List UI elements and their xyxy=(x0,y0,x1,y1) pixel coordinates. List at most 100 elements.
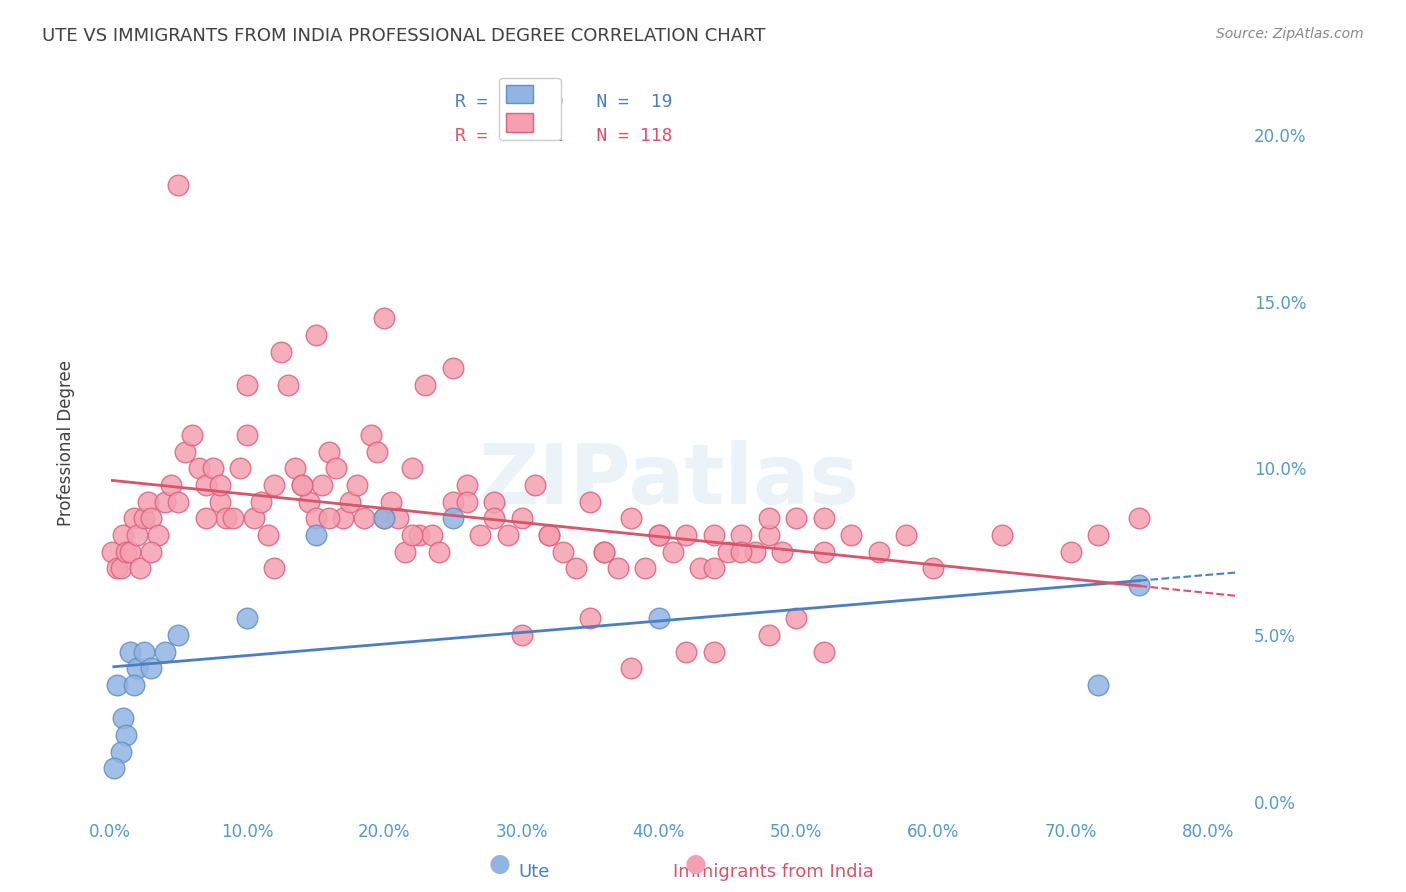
Text: UTE VS IMMIGRANTS FROM INDIA PROFESSIONAL DEGREE CORRELATION CHART: UTE VS IMMIGRANTS FROM INDIA PROFESSIONA… xyxy=(42,27,766,45)
Point xyxy=(291,478,314,492)
Point xyxy=(139,661,162,675)
Point xyxy=(167,178,190,193)
Point xyxy=(868,545,890,559)
Point xyxy=(249,495,271,509)
Point xyxy=(470,528,492,542)
Point xyxy=(1128,511,1150,525)
Point xyxy=(661,545,683,559)
Point xyxy=(785,611,807,625)
Point xyxy=(620,661,643,675)
Point xyxy=(675,528,697,542)
Point xyxy=(441,511,464,525)
Point xyxy=(270,344,292,359)
Point xyxy=(703,528,725,542)
Point xyxy=(208,478,231,492)
Point xyxy=(101,545,124,559)
Point xyxy=(291,478,314,492)
Point xyxy=(1128,578,1150,592)
Point xyxy=(304,328,326,343)
Point xyxy=(537,528,560,542)
Point xyxy=(593,545,616,559)
Point xyxy=(579,611,602,625)
Point xyxy=(456,495,478,509)
Point xyxy=(318,511,340,525)
Point xyxy=(606,561,628,575)
Point xyxy=(187,461,209,475)
Point xyxy=(456,478,478,492)
Point xyxy=(277,378,299,392)
Y-axis label: Professional Degree: Professional Degree xyxy=(58,360,75,526)
Text: R =  0.320   N =  19: R = 0.320 N = 19 xyxy=(454,94,672,112)
Point xyxy=(373,511,395,525)
Text: Source: ZipAtlas.com: Source: ZipAtlas.com xyxy=(1216,27,1364,41)
Point xyxy=(160,478,183,492)
Point xyxy=(689,561,711,575)
Point xyxy=(579,495,602,509)
Point xyxy=(758,528,780,542)
Point xyxy=(620,511,643,525)
Point xyxy=(136,495,159,509)
Point xyxy=(332,511,354,525)
Point xyxy=(353,511,375,525)
Point xyxy=(703,645,725,659)
Point xyxy=(236,428,259,442)
Point xyxy=(139,545,162,559)
Point xyxy=(256,528,278,542)
Point xyxy=(174,445,197,459)
Point xyxy=(146,528,169,542)
Point xyxy=(482,511,505,525)
Point xyxy=(813,511,835,525)
Point xyxy=(229,461,252,475)
Legend:  ,  : , xyxy=(499,78,561,140)
Point xyxy=(124,511,146,525)
Point xyxy=(1060,545,1083,559)
Point xyxy=(201,461,224,475)
Point xyxy=(167,628,190,642)
Point xyxy=(387,511,409,525)
Point xyxy=(427,545,450,559)
Point xyxy=(325,461,347,475)
Point xyxy=(785,511,807,525)
Text: Immigrants from India: Immigrants from India xyxy=(673,863,873,881)
Text: R =  0.152   N = 118: R = 0.152 N = 118 xyxy=(454,127,672,145)
Point xyxy=(304,528,326,542)
Point xyxy=(284,461,307,475)
Point xyxy=(208,495,231,509)
Point xyxy=(120,545,142,559)
Point xyxy=(373,511,395,525)
Point xyxy=(839,528,862,542)
Point xyxy=(243,511,266,525)
Point xyxy=(510,628,533,642)
Point xyxy=(813,645,835,659)
Point xyxy=(744,545,766,559)
Point xyxy=(304,511,326,525)
Point xyxy=(132,511,155,525)
Point xyxy=(127,661,149,675)
Point xyxy=(894,528,917,542)
Point xyxy=(110,745,132,759)
Point xyxy=(311,478,333,492)
Point xyxy=(181,428,204,442)
Point xyxy=(360,428,382,442)
Point xyxy=(675,645,697,659)
Text: ●: ● xyxy=(488,852,510,876)
Point xyxy=(298,495,321,509)
Point xyxy=(441,361,464,376)
Point xyxy=(105,678,128,692)
Point xyxy=(112,528,135,542)
Point xyxy=(103,762,125,776)
Point xyxy=(1087,678,1109,692)
Point xyxy=(441,495,464,509)
Text: Ute: Ute xyxy=(519,863,550,881)
Point xyxy=(634,561,657,575)
Point xyxy=(139,511,162,525)
Point xyxy=(120,645,142,659)
Point xyxy=(167,495,190,509)
Point xyxy=(128,561,150,575)
Point xyxy=(153,495,176,509)
Point xyxy=(648,611,671,625)
Point xyxy=(565,561,588,575)
Point xyxy=(127,528,149,542)
Point xyxy=(394,545,416,559)
Point xyxy=(730,545,752,559)
